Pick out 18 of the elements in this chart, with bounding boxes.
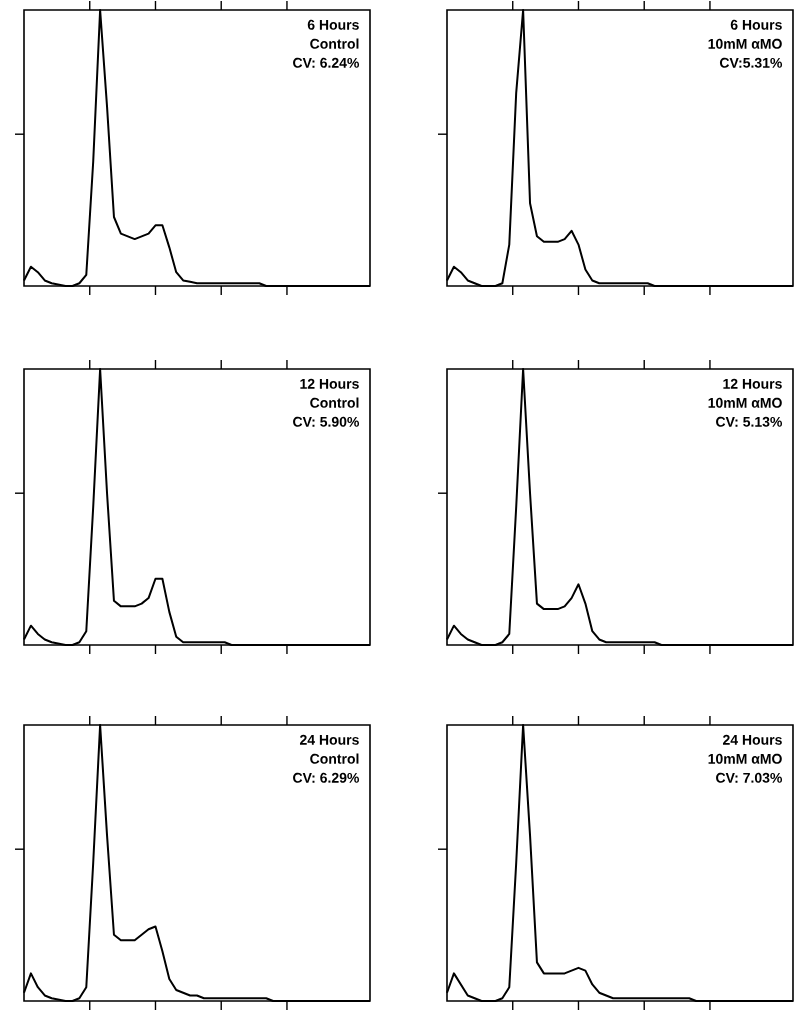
text: 10mM αMO [708,397,782,408]
annotation: CV: 5.13% [716,416,783,427]
text: 10mM αMO [708,753,782,764]
annotation: CV: 6.29% [293,772,360,783]
text: 10mM αMO [708,38,782,49]
text: Control [310,397,359,408]
text: 12 Hours [723,378,782,389]
annotation: CV:5.31% [719,57,783,68]
text: 24 Hours [299,734,359,745]
text: Control [310,753,359,764]
text: 12 Hours [300,378,359,389]
text: 6 Hours [307,19,359,30]
annotation: CV: 7.03% [716,772,783,783]
text: Control [310,38,359,49]
annotation: CV: 5.90% [293,416,360,427]
text: 6 Hours [730,19,782,30]
text: 24 Hours [722,734,782,745]
annotation: CV: 6.24% [293,57,360,68]
